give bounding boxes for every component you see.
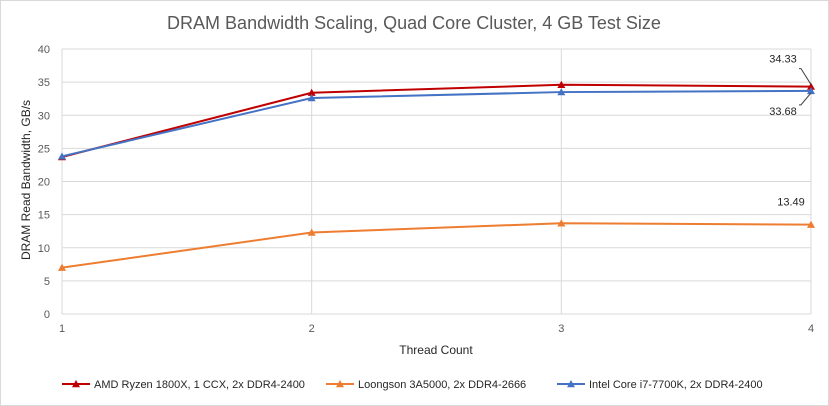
data-point-marker [307, 228, 316, 236]
data-label-leader [799, 68, 812, 85]
data-label: 13.49 [777, 197, 805, 209]
series-line [61, 83, 812, 158]
chart-title: DRAM Bandwidth Scaling, Quad Core Cluste… [167, 13, 661, 33]
data-point-marker [58, 263, 66, 271]
series-line [61, 89, 812, 158]
x-tick-label: 2 [309, 323, 315, 335]
data-point-marker [807, 220, 815, 228]
legend-swatch-marker [72, 380, 80, 388]
data-label: 33.68 [769, 106, 797, 118]
legend-swatch-marker [336, 380, 344, 388]
series-lines [58, 80, 815, 271]
data-label-leader [799, 92, 812, 106]
x-tick-label: 4 [808, 323, 814, 335]
data-point-marker [557, 88, 566, 96]
x-tick-label: 1 [59, 323, 65, 335]
data-labels: 34.33 33.68 13.49 [769, 54, 812, 209]
series-line [61, 222, 812, 269]
data-point-marker [557, 219, 566, 227]
y-tick-label: 5 [44, 276, 50, 288]
data-point-marker [58, 152, 66, 160]
legend: AMD Ryzen 1800X, 1 CCX, 2x DDR4-2400 Loon… [62, 379, 763, 391]
legend-entry: Intel Core i7-7700K, 2x DDR4-2400 [589, 379, 763, 391]
y-tick-label: 15 [38, 210, 50, 222]
y-tick-label: 40 [38, 44, 50, 56]
y-tick-label: 35 [38, 77, 50, 89]
data-point-marker [807, 86, 815, 95]
x-tick-label: 3 [558, 323, 564, 335]
data-point-marker [307, 94, 316, 102]
x-axis-title: Thread Count [399, 343, 473, 357]
y-axis-title: DRAM Read Bandwidth, GB/s [19, 100, 33, 260]
legend-entry: AMD Ryzen 1800X, 1 CCX, 2x DDR4-2400 [94, 379, 305, 391]
y-axis-ticks: 0 5 10 15 20 25 30 35 40 [38, 44, 50, 321]
x-axis-ticks: 1 2 3 4 [59, 323, 814, 335]
y-tick-label: 30 [38, 110, 50, 122]
y-tick-label: 25 [38, 143, 50, 155]
y-tick-label: 0 [44, 309, 50, 321]
legend-entry: Loongson 3A5000, 2x DDR4-2666 [358, 379, 526, 391]
legend-swatch-marker [567, 380, 575, 388]
gridlines [61, 48, 812, 315]
data-point-marker [557, 80, 566, 88]
data-label: 34.33 [769, 54, 797, 66]
y-tick-label: 10 [38, 243, 50, 255]
data-point-marker [307, 88, 316, 96]
data-point-marker [807, 82, 815, 90]
y-tick-label: 20 [38, 177, 50, 189]
